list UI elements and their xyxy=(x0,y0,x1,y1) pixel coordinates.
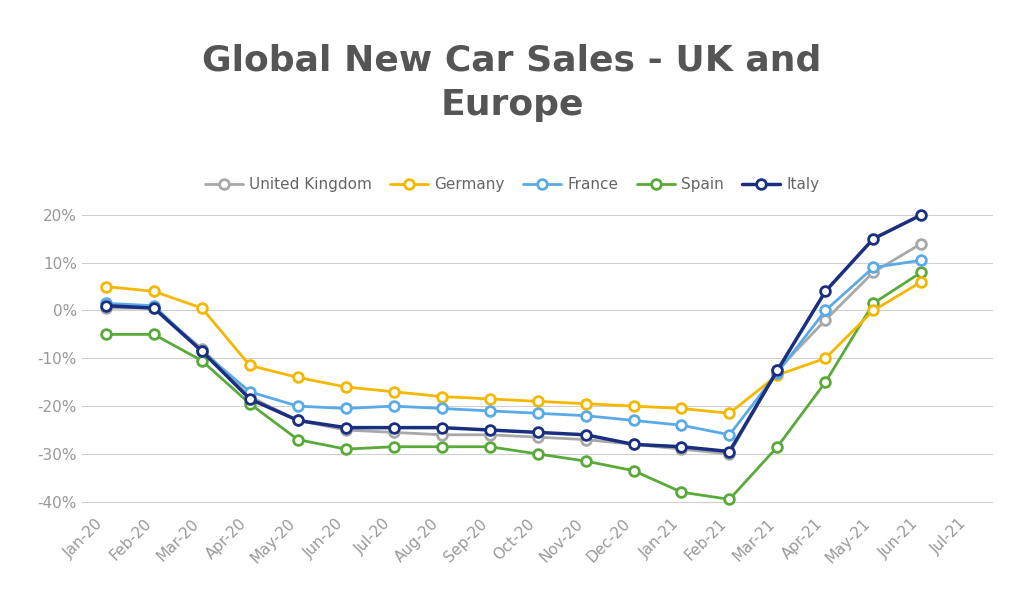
France xyxy=(483,407,496,415)
Line: France: France xyxy=(101,256,926,440)
United Kingdom xyxy=(99,304,112,312)
Spain xyxy=(628,467,640,474)
United Kingdom xyxy=(340,426,352,434)
Line: Germany: Germany xyxy=(101,277,926,418)
United Kingdom xyxy=(196,345,208,352)
Italy xyxy=(580,431,592,439)
Italy xyxy=(819,288,831,295)
France xyxy=(771,369,783,376)
Germany xyxy=(99,283,112,290)
Text: Global New Car Sales - UK and
Europe: Global New Car Sales - UK and Europe xyxy=(203,43,821,122)
France xyxy=(147,302,160,309)
Spain xyxy=(483,443,496,450)
Italy xyxy=(387,424,399,431)
Germany xyxy=(723,410,735,417)
United Kingdom xyxy=(819,317,831,324)
France xyxy=(867,264,880,271)
United Kingdom xyxy=(580,436,592,444)
United Kingdom xyxy=(147,304,160,312)
Spain xyxy=(435,443,447,450)
Spain xyxy=(196,357,208,365)
Spain xyxy=(531,450,544,458)
Spain xyxy=(292,436,304,444)
Spain xyxy=(99,331,112,338)
Spain xyxy=(867,299,880,307)
Germany xyxy=(483,395,496,403)
United Kingdom xyxy=(531,434,544,441)
Germany xyxy=(196,304,208,312)
Italy xyxy=(435,424,447,431)
Germany xyxy=(244,362,256,369)
Germany xyxy=(915,278,928,285)
France xyxy=(196,347,208,355)
Germany xyxy=(580,400,592,407)
Germany xyxy=(531,397,544,405)
Germany xyxy=(435,393,447,400)
Italy xyxy=(723,448,735,455)
Italy xyxy=(244,395,256,403)
France xyxy=(292,402,304,410)
Germany xyxy=(771,371,783,379)
Legend: United Kingdom, Germany, France, Spain, Italy: United Kingdom, Germany, France, Spain, … xyxy=(199,171,825,198)
Italy xyxy=(867,235,880,243)
Spain xyxy=(580,458,592,465)
France xyxy=(340,405,352,412)
United Kingdom xyxy=(483,431,496,439)
Spain xyxy=(387,443,399,450)
United Kingdom xyxy=(676,445,688,453)
United Kingdom xyxy=(628,440,640,448)
Italy xyxy=(676,443,688,450)
Italy xyxy=(483,426,496,434)
Germany xyxy=(819,355,831,362)
Italy xyxy=(147,304,160,312)
France xyxy=(435,405,447,412)
Germany xyxy=(147,288,160,295)
Spain xyxy=(819,378,831,386)
Spain xyxy=(244,400,256,407)
Spain xyxy=(147,331,160,338)
Germany xyxy=(676,405,688,412)
France xyxy=(580,412,592,419)
France xyxy=(244,388,256,395)
United Kingdom xyxy=(435,431,447,439)
Line: Italy: Italy xyxy=(101,210,926,456)
Spain xyxy=(915,269,928,276)
Italy xyxy=(628,440,640,448)
France xyxy=(628,417,640,424)
Germany xyxy=(867,307,880,314)
Spain xyxy=(723,496,735,503)
France xyxy=(99,299,112,307)
United Kingdom xyxy=(771,367,783,374)
France xyxy=(387,402,399,410)
Spain xyxy=(676,488,688,496)
Line: United Kingdom: United Kingdom xyxy=(101,238,926,459)
Italy xyxy=(531,429,544,436)
Italy xyxy=(292,417,304,424)
France xyxy=(819,307,831,314)
Italy xyxy=(99,302,112,309)
France xyxy=(723,431,735,439)
Italy xyxy=(915,211,928,219)
United Kingdom xyxy=(387,429,399,436)
France xyxy=(531,410,544,417)
United Kingdom xyxy=(292,417,304,424)
Spain xyxy=(771,443,783,450)
United Kingdom xyxy=(915,240,928,247)
United Kingdom xyxy=(244,393,256,400)
France xyxy=(915,257,928,264)
Spain xyxy=(340,445,352,453)
United Kingdom xyxy=(723,450,735,458)
Italy xyxy=(340,424,352,431)
Germany xyxy=(628,402,640,410)
France xyxy=(676,421,688,429)
Germany xyxy=(387,388,399,395)
Germany xyxy=(340,383,352,391)
Italy xyxy=(196,347,208,355)
Germany xyxy=(292,374,304,381)
Italy xyxy=(771,367,783,374)
United Kingdom xyxy=(867,269,880,276)
Line: Spain: Spain xyxy=(101,267,926,504)
